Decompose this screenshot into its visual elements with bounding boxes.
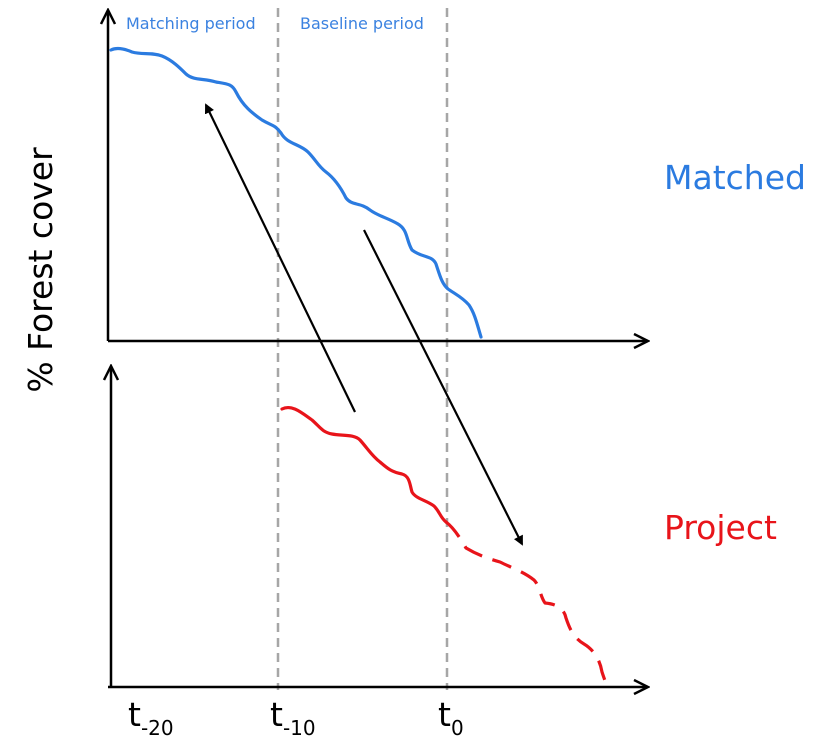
y-axis-label: % Forest cover <box>21 147 60 393</box>
tick-label-t-minus-20: t-20 <box>128 695 174 740</box>
arrow-matched-to-project <box>364 230 522 544</box>
tick-label-t-minus-10: t-10 <box>270 695 316 740</box>
matched-curve <box>111 49 481 337</box>
arrow-project-to-matched <box>206 105 355 412</box>
project-curve-observed <box>282 408 446 522</box>
baseline-period-label: Baseline period <box>300 14 424 33</box>
tick-label-t-0: t0 <box>438 695 464 740</box>
matched-series-label: Matched <box>664 158 806 197</box>
matching-period-label: Matching period <box>126 14 256 33</box>
project-curve-projected <box>446 522 608 687</box>
project-series-label: Project <box>664 508 777 547</box>
